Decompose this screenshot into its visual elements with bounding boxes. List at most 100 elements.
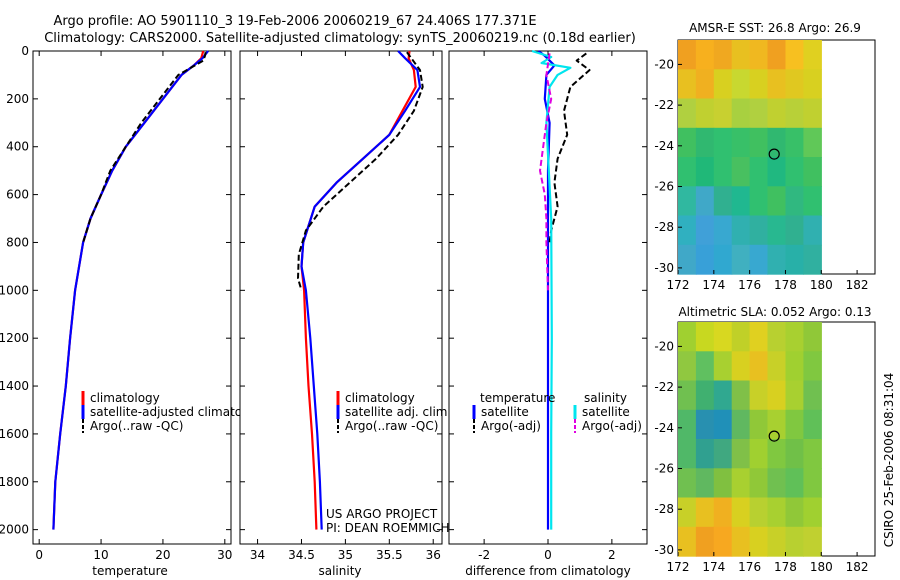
temperature-axis-ticks: 0 10 20 30	[35, 51, 232, 562]
field-cell	[713, 468, 733, 499]
field-cell	[678, 380, 697, 411]
field-cell	[731, 351, 751, 382]
field-cell	[678, 186, 697, 217]
salinity-legend: climatology satellite adj. clim. Argo(..…	[336, 391, 451, 433]
field-cell	[678, 351, 697, 382]
field-cell	[785, 322, 804, 352]
field-cell	[803, 215, 822, 246]
x-tick-label: 10	[93, 548, 108, 562]
field-cell	[678, 497, 697, 528]
temperature-legend: climatology satellite-adjusted climatolo…	[81, 391, 268, 433]
field-cell	[678, 439, 697, 469]
field-cell	[749, 244, 769, 275]
field-cell	[803, 40, 822, 70]
field-cell	[678, 215, 697, 246]
lat-tick-label: -26	[654, 462, 674, 476]
depth-tick-label: 400	[6, 140, 29, 154]
lat-tick-label: -28	[654, 502, 674, 516]
field-cell	[713, 351, 733, 382]
field-cell	[767, 526, 786, 557]
field-cell	[713, 69, 733, 100]
field-cell	[695, 380, 715, 411]
field-cell	[678, 127, 697, 158]
field-cell	[803, 380, 822, 411]
temperature-panel: 0 200 400 600 800 1000 1200 1400 1600 1800 2000 0 1…	[0, 44, 268, 578]
field-cell	[695, 215, 715, 246]
sst-field	[678, 40, 822, 275]
field-cell	[731, 468, 751, 499]
field-cell	[785, 186, 804, 217]
field-cell	[731, 186, 751, 217]
temperature-panel-frame	[32, 50, 232, 545]
pi-annotation: PI: DEAN ROEMMICH	[326, 521, 449, 535]
field-cell	[695, 40, 715, 70]
field-cell	[695, 439, 715, 469]
lon-tick-label: 174	[702, 560, 725, 574]
salinity-series	[297, 50, 424, 530]
sst-map-panel: AMSR-E SST: 26.8 Argo: 26.9 172 174 176 178…	[654, 21, 876, 292]
difference-axis-label: difference from climatology	[465, 564, 631, 578]
csiro-timestamp-label: CSIRO 25-Feb-2006 08:31:04	[882, 373, 896, 548]
legend-group-temperature: temperature	[480, 391, 555, 405]
field-cell	[731, 380, 751, 411]
field-cell	[695, 244, 715, 275]
field-cell	[695, 322, 715, 352]
field-cell	[785, 380, 804, 411]
field-cell	[713, 497, 733, 528]
depth-axis-ticks: 0 200 400 600 800 1000 1200 1400 1600 1800 2000	[0, 44, 231, 537]
depth-axis-ticks	[449, 50, 647, 531]
field-cell	[749, 380, 769, 411]
profile-location-marker	[768, 430, 780, 442]
field-cell	[749, 439, 769, 469]
field-cell	[731, 40, 751, 70]
field-cell	[713, 439, 733, 469]
field-cell	[803, 157, 822, 187]
field-cell	[785, 468, 804, 499]
depth-tick-label: 1400	[0, 379, 29, 393]
field-cell	[695, 186, 715, 217]
lon-tick-label: 180	[810, 278, 833, 292]
lon-tick-label: 172	[667, 278, 690, 292]
field-cell	[713, 127, 733, 158]
field-cell	[731, 215, 751, 246]
field-cell	[713, 380, 733, 411]
field-cell	[713, 244, 733, 275]
profile-location-circle	[768, 148, 780, 160]
lon-tick-label: 176	[738, 560, 761, 574]
depth-tick-label: 800	[6, 235, 29, 249]
depth-tick-label: 1200	[0, 331, 29, 345]
sla-map-title: Altimetric SLA: 0.052 Argo: 0.13	[678, 305, 871, 319]
depth-tick-label: 1000	[0, 283, 29, 297]
field-cell	[713, 409, 733, 440]
field-cell	[767, 215, 786, 246]
difference-series	[531, 49, 591, 530]
field-cell	[785, 439, 804, 469]
field-cell	[731, 497, 751, 528]
field-cell	[713, 157, 733, 187]
field-cell	[749, 497, 769, 528]
salinity-panel: 34 34.5 35 35.5 36 salinity climatology sate…	[239, 50, 451, 578]
lon-tick-label: 178	[774, 560, 797, 574]
field-cell	[678, 40, 697, 70]
field-cell	[731, 157, 751, 187]
field-cell	[767, 98, 786, 129]
figure-title-line2: Climatology: CARS2000. Satellite-adjuste…	[44, 31, 636, 46]
x-tick-label: 0	[544, 548, 552, 562]
field-cell	[713, 322, 733, 352]
field-cell	[695, 351, 715, 382]
project-annotation: US ARGO PROJECT	[326, 507, 438, 521]
field-cell	[767, 468, 786, 499]
field-cell	[731, 409, 751, 440]
field-cell	[803, 497, 822, 528]
series-line-satellite-adj-clim-	[300, 50, 422, 530]
temperature-series	[52, 50, 209, 530]
field-cell	[731, 98, 751, 129]
field-cell	[767, 497, 786, 528]
field-cell	[678, 244, 697, 275]
field-cell	[749, 98, 769, 129]
field-cell	[767, 69, 786, 100]
field-cell	[767, 157, 786, 187]
field-cell	[678, 157, 697, 187]
field-cell	[678, 468, 697, 499]
field-cell	[803, 98, 822, 129]
